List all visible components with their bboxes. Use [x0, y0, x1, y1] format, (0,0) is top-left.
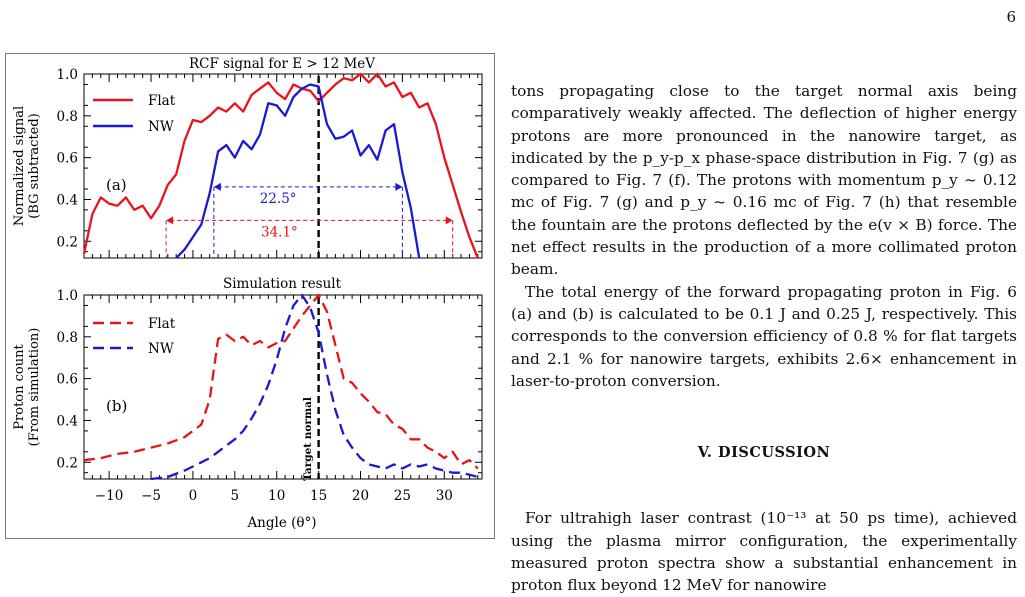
paragraph-1-text: tons propagating close to the target nor… — [511, 82, 1017, 279]
series-nw-line — [150, 293, 479, 481]
x-axis-label: Angle (θ°) — [246, 515, 316, 531]
paragraph-3-text: For ultrahigh laser contrast (10⁻¹³ at 5… — [511, 509, 1017, 595]
panel-b-ylabel-line1: Proton count — [12, 344, 27, 430]
legend-a-nw: NW — [148, 119, 174, 135]
panel-a-series — [82, 72, 479, 259]
paragraph-2-text: The total energy of the forward propagat… — [511, 282, 1017, 390]
x-tick-label: 10 — [268, 488, 285, 504]
paragraph-3: For ultrahigh laser contrast (10⁻¹³ at 5… — [511, 507, 1017, 596]
figure-frame — [5, 53, 495, 539]
target-normal-label: Target normal — [302, 397, 314, 481]
panel-a-ylabel-line2: (BG subtracted) — [27, 113, 42, 219]
panel-b-series — [83, 293, 479, 481]
y-tick-label: 1.0 — [57, 288, 78, 304]
x-tick-labels: −10 −5 0 5 10 15 20 25 30 — [95, 488, 453, 504]
arrowhead-left — [213, 182, 221, 191]
series-flat-line — [83, 293, 479, 470]
width-label: 22.5° — [260, 191, 297, 207]
legend-b-flat: Flat — [148, 316, 176, 332]
panel-a-y-ticks: 1.0 0.8 0.6 0.4 0.2 — [57, 67, 482, 253]
y-tick-label: 1.0 — [57, 67, 78, 83]
panel-b-ylabel-line2: (From simulation) — [27, 328, 42, 447]
y-tick-label: 0.2 — [57, 455, 78, 471]
page-number: 6 — [1006, 8, 1016, 26]
section-heading: V. DISCUSSION — [697, 444, 831, 462]
arrowhead-left — [166, 216, 174, 225]
x-tick-label: −5 — [141, 488, 161, 504]
x-tick-label: 30 — [436, 488, 453, 504]
series-nw-line — [175, 83, 421, 259]
x-tick-label: 0 — [189, 488, 198, 504]
y-tick-label: 0.6 — [57, 151, 78, 167]
panel-a-ylabel-line1: Normalized signal — [12, 106, 27, 226]
panel-a-width-annotations: 22.5° 34.1° — [165, 182, 454, 258]
panel-a-label: (a) — [106, 176, 127, 194]
legend-b-nw: NW — [148, 341, 174, 357]
y-tick-label: 0.2 — [57, 234, 78, 250]
panel-b-x-ticks — [83, 295, 479, 479]
panel-b-axes — [83, 294, 483, 480]
panel-a-axes — [83, 73, 483, 259]
text-column: tons propagating close to the target nor… — [511, 80, 1017, 597]
x-tick-label: −10 — [95, 488, 124, 504]
y-tick-label: 0.8 — [57, 330, 78, 346]
panel-b-title: Simulation result — [223, 276, 342, 292]
paragraph-2: The total energy of the forward propagat… — [511, 281, 1017, 392]
series-flat-line — [82, 72, 479, 259]
figure: RCF signal for E > 12 MeV 1.0 0.8 0.6 0.4 0.… — [5, 53, 495, 539]
legend-a-flat: Flat — [148, 93, 176, 109]
panel-a-title: RCF signal for E > 12 MeV — [189, 56, 375, 72]
arrowhead-right — [445, 216, 453, 225]
y-tick-label: 0.4 — [57, 192, 78, 208]
paragraph-1: tons propagating close to the target nor… — [511, 80, 1017, 281]
arrowhead-right — [395, 182, 403, 191]
panel-b-label: (b) — [106, 397, 127, 415]
width-label: 34.1° — [261, 224, 298, 240]
y-tick-label: 0.8 — [57, 109, 78, 125]
x-tick-label: 20 — [352, 488, 369, 504]
x-tick-label: 5 — [231, 488, 240, 504]
x-tick-label: 25 — [394, 488, 411, 504]
panel-b-y-ticks: 1.0 0.8 0.6 0.4 0.2 — [57, 288, 482, 474]
y-tick-label: 0.4 — [57, 413, 78, 429]
x-tick-label: 15 — [310, 488, 327, 504]
y-tick-label: 0.6 — [57, 372, 78, 388]
